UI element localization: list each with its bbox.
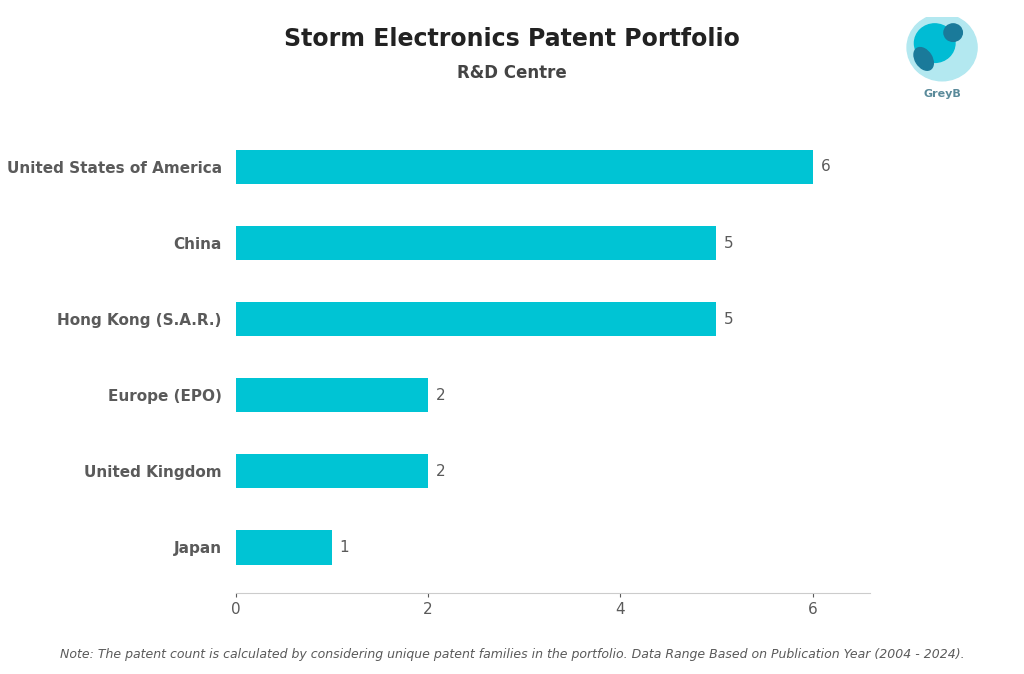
Text: 5: 5 [724, 236, 734, 251]
Text: 5: 5 [724, 311, 734, 327]
Ellipse shape [914, 48, 933, 70]
Bar [236, 150, 813, 184]
Circle shape [907, 14, 977, 81]
Bar [236, 302, 717, 336]
Text: 2: 2 [435, 388, 445, 403]
Bar [236, 226, 717, 260]
Circle shape [914, 24, 955, 63]
Text: R&D Centre: R&D Centre [457, 64, 567, 82]
Text: GreyB: GreyB [924, 89, 961, 99]
Text: Note: The patent count is calculated by considering unique patent families in th: Note: The patent count is calculated by … [59, 648, 965, 661]
Bar [236, 378, 428, 412]
Text: 1: 1 [339, 540, 349, 555]
Text: 6: 6 [820, 160, 830, 175]
Text: Storm Electronics Patent Portfolio: Storm Electronics Patent Portfolio [284, 27, 740, 51]
Circle shape [944, 24, 963, 41]
Text: 2: 2 [435, 464, 445, 479]
Bar [236, 530, 332, 565]
Bar [236, 454, 428, 489]
